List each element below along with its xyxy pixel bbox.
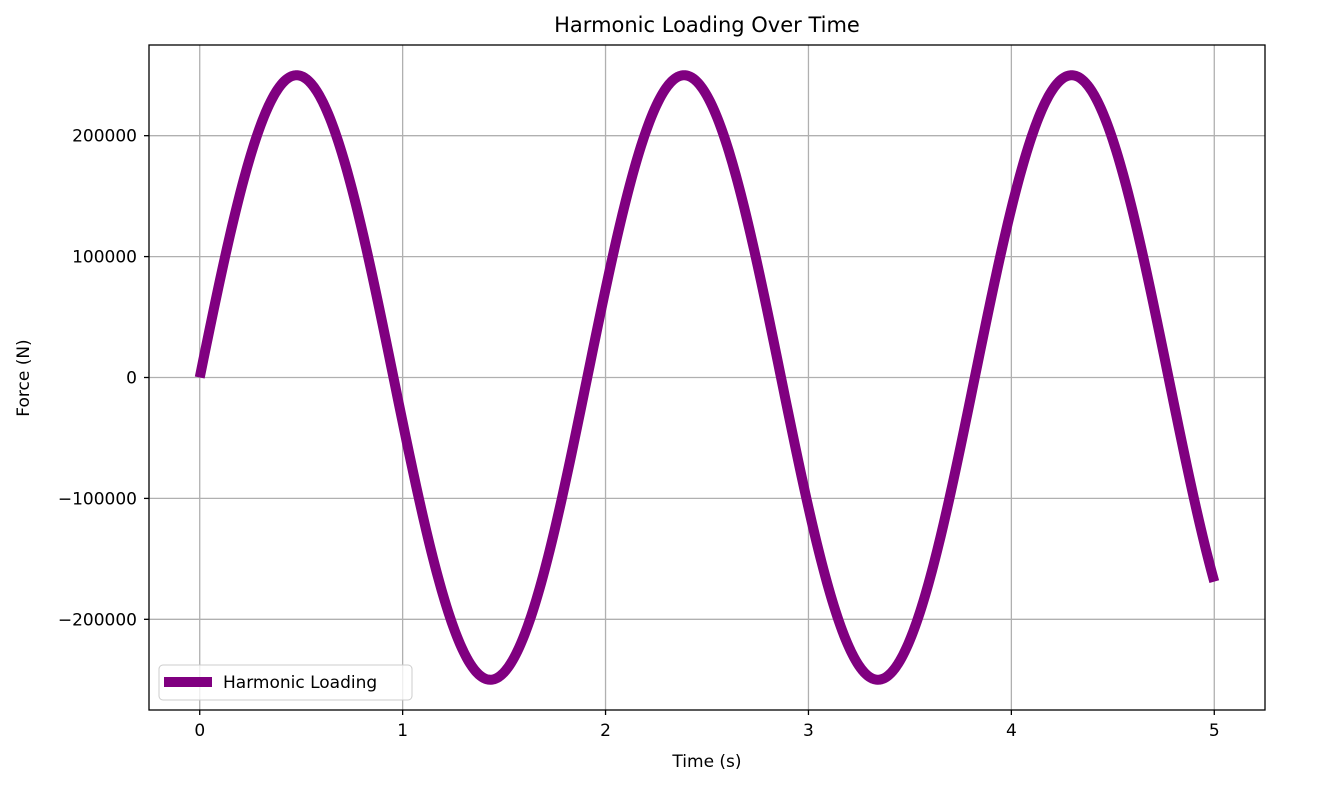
chart-title: Harmonic Loading Over Time <box>554 13 860 37</box>
y-tick-label: −100000 <box>58 489 137 509</box>
y-axis-ticks: −200000 −100000 0 100000 200000 <box>58 127 149 630</box>
x-axis-ticks: 0 1 2 3 4 5 <box>194 710 1220 741</box>
x-tick-label: 1 <box>397 721 408 741</box>
grid-lines <box>149 45 1265 710</box>
series-layer <box>194 70 1220 685</box>
legend-box <box>158 664 413 701</box>
x-tick-label: 2 <box>600 721 611 741</box>
series-line-harmonic-loading <box>194 70 1220 685</box>
y-tick-label: 100000 <box>72 248 137 268</box>
x-axis-label: Time (s) <box>671 752 741 772</box>
y-axis-label: Force (N) <box>14 339 34 416</box>
x-tick-label: 3 <box>803 721 814 741</box>
x-tick-label: 4 <box>1006 721 1017 741</box>
y-tick-label: 200000 <box>72 127 137 147</box>
legend: Harmonic Loading <box>158 664 413 701</box>
x-tick-label: 5 <box>1209 721 1220 741</box>
y-tick-label: −200000 <box>58 610 137 630</box>
y-tick-label: 0 <box>126 369 137 389</box>
x-tick-label: 0 <box>194 721 205 741</box>
legend-label-harmonic-loading: Harmonic Loading <box>223 673 377 693</box>
